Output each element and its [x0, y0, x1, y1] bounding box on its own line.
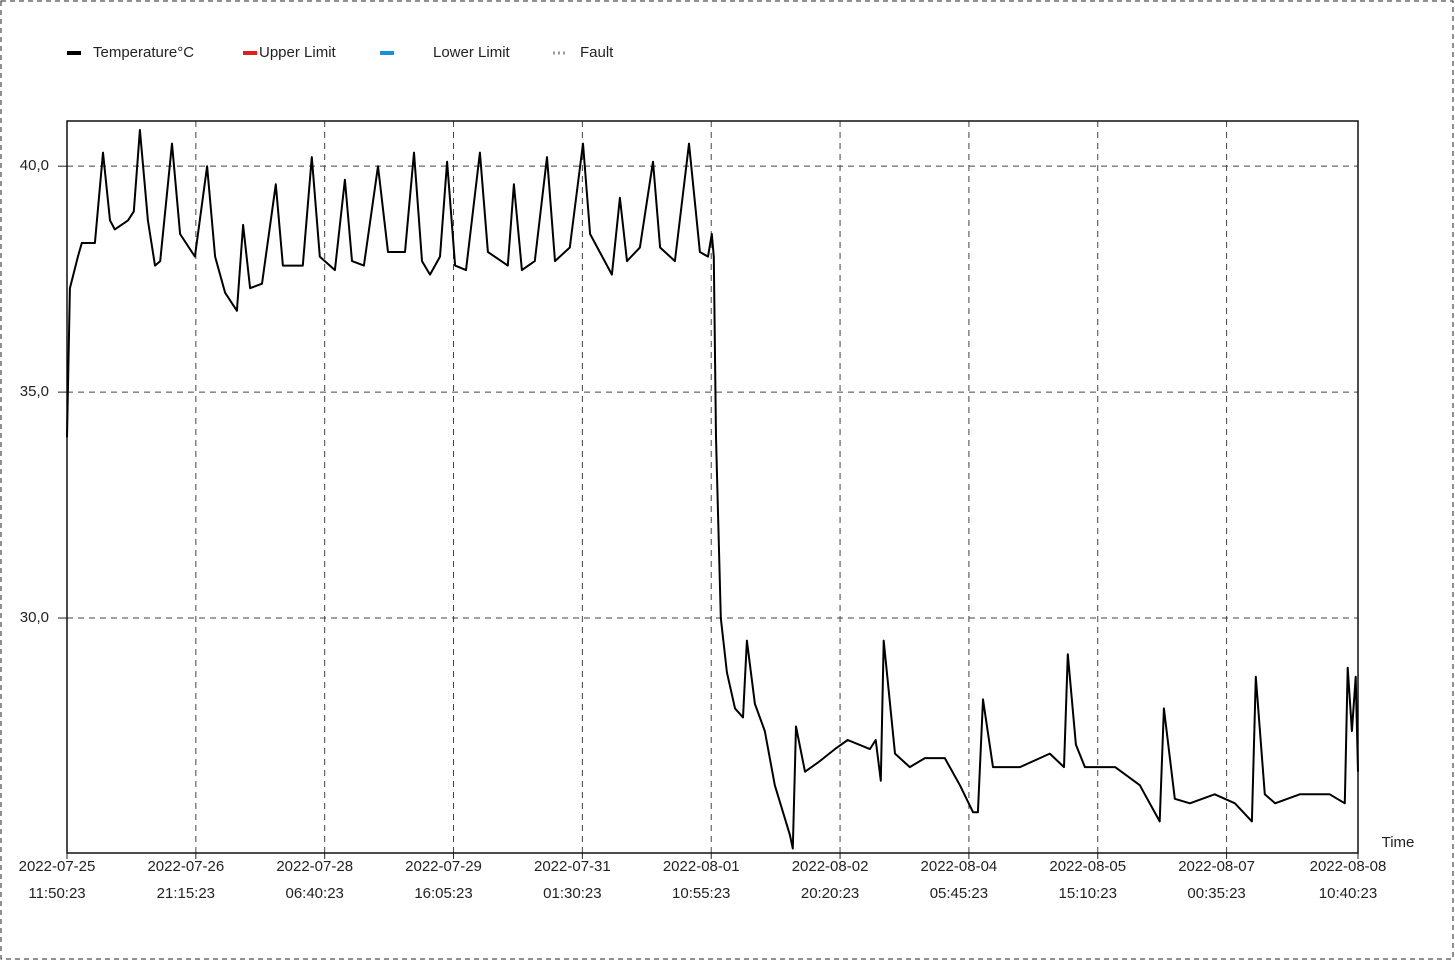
x-tick-label: 2022-07-26 21:15:23 — [147, 858, 224, 902]
data-line — [66, 129, 1359, 850]
x-tick-label: 2022-08-05 15:10:23 — [1049, 858, 1126, 902]
x-tick-label: 2022-08-02 20:20:23 — [792, 858, 869, 902]
legend-label: Temperature°C — [93, 44, 194, 61]
x-tick-label: 2022-08-04 05:45:23 — [921, 858, 998, 902]
y-tick-label: 30,0 — [20, 609, 49, 626]
legend-label: Upper Limit — [259, 44, 337, 61]
x-tick-label: 2022-08-01 10:55:23 — [663, 858, 740, 902]
x-tick-label: 2022-07-25 11:50:23 — [19, 858, 96, 902]
x-tick-label: 2022-07-31 01:30:23 — [534, 858, 611, 902]
x-tick-label: 2022-07-29 16:05:23 — [405, 858, 482, 902]
y-tick-label: 40,0 — [20, 157, 49, 174]
legend-label: Lower Limit — [433, 44, 511, 61]
y-tick-label: 35,0 — [20, 383, 49, 400]
x-tick-label: 2022-07-28 06:40:23 — [276, 858, 353, 902]
x-tick-label: 2022-08-07 00:35:23 — [1178, 858, 1255, 902]
plot-frame — [66, 120, 1359, 854]
x-axis-label: Time — [1382, 834, 1415, 851]
legend-label: Fault — [580, 44, 614, 61]
x-tick-label: 2022-08-08 10:40:23 — [1310, 858, 1387, 902]
